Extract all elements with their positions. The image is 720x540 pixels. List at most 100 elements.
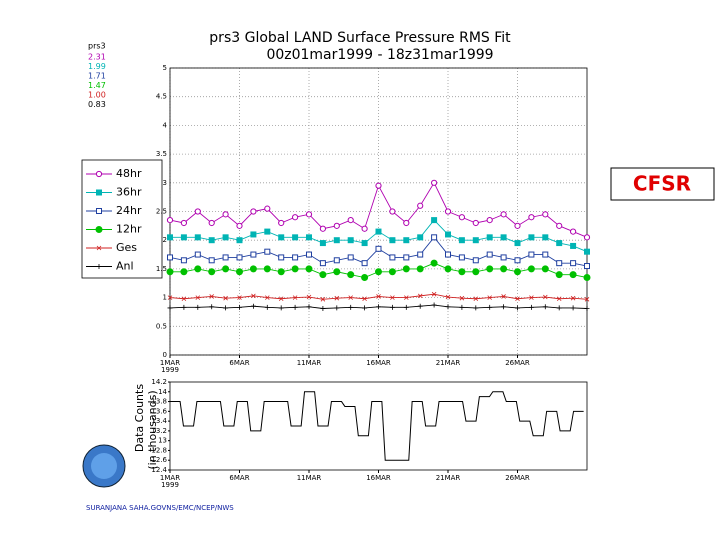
data-point <box>208 237 215 244</box>
y-tick-label: 0.5 <box>156 322 167 330</box>
data-point <box>389 237 396 244</box>
data-point <box>194 234 201 241</box>
data-point <box>278 234 285 241</box>
data-point <box>501 294 506 299</box>
stats-value: 0.83 <box>88 100 106 109</box>
data-point <box>292 234 299 241</box>
data-point <box>180 257 187 264</box>
data-point <box>264 205 271 212</box>
x-tick-label: 26MAR <box>505 474 530 482</box>
data-point <box>195 295 201 300</box>
data-point <box>472 219 479 227</box>
data-point <box>334 305 340 311</box>
y-tick-label: 14 <box>158 388 167 396</box>
data-point <box>333 268 341 276</box>
y-tick-label: 2.5 <box>156 208 167 216</box>
data-point <box>402 265 410 273</box>
data-point <box>333 222 340 229</box>
legend-label: 48hr <box>116 167 142 180</box>
stats-title: prs3 <box>88 42 106 51</box>
data-point <box>347 217 354 224</box>
data-point <box>375 245 382 252</box>
y-tick-label: 12.8 <box>151 446 167 454</box>
data-point <box>278 219 285 227</box>
x-tick-label: 21MAR <box>436 359 461 367</box>
data-point <box>583 234 591 241</box>
data-point <box>528 234 535 241</box>
y-tick-label: 3 <box>163 179 167 187</box>
data-point <box>527 265 535 273</box>
data-point <box>445 251 451 258</box>
data-point <box>556 305 562 311</box>
data-point <box>500 234 507 241</box>
data-point <box>250 251 257 258</box>
data-point <box>320 297 326 302</box>
data-point <box>431 291 437 297</box>
data-point <box>362 296 367 302</box>
data-point <box>250 231 257 238</box>
data-point <box>167 234 173 241</box>
data-point <box>194 265 202 273</box>
legend-label: 24hr <box>116 204 142 217</box>
data-point <box>584 306 590 312</box>
data-point <box>348 304 354 310</box>
stats-value: 1.71 <box>88 72 106 81</box>
data-point <box>223 305 229 311</box>
data-point <box>403 237 410 244</box>
data-point <box>180 268 188 276</box>
data-point <box>264 228 271 235</box>
y-tick-label: 1 <box>163 294 167 302</box>
data-point <box>292 214 299 221</box>
data-point <box>417 303 423 309</box>
data-point <box>417 293 423 299</box>
badge-box <box>610 167 715 201</box>
legend-label: Anl <box>116 260 134 273</box>
data-point <box>388 268 396 276</box>
data-point <box>458 254 465 261</box>
data-point <box>431 179 438 186</box>
x-tick-label: 6MAR <box>229 474 249 482</box>
data-point <box>583 274 591 282</box>
data-point <box>570 295 576 301</box>
data-point <box>223 295 228 301</box>
data-point <box>237 304 242 310</box>
data-point <box>570 242 577 249</box>
data-point <box>542 304 548 310</box>
data-point <box>208 257 215 264</box>
data-point <box>528 251 535 258</box>
data-point <box>251 293 256 299</box>
data-point <box>445 231 451 238</box>
legend-box <box>81 159 163 279</box>
y-tick-label: 1.5 <box>156 265 167 273</box>
data-point <box>278 254 285 261</box>
data-point <box>167 295 173 300</box>
y-tick-label: 13.8 <box>151 398 167 406</box>
data-point <box>305 211 313 218</box>
y-tick-label: 14.2 <box>151 378 167 386</box>
data-point <box>305 265 313 273</box>
data-point <box>222 211 229 218</box>
data-point <box>431 217 438 224</box>
data-point <box>306 234 312 241</box>
data-point <box>375 182 382 189</box>
data-point <box>264 304 270 310</box>
legend-marker <box>96 208 102 214</box>
data-point <box>514 240 521 247</box>
stats-value: 1.99 <box>88 62 106 71</box>
data-point <box>319 260 326 267</box>
data-point <box>167 305 173 311</box>
data-point <box>542 251 549 258</box>
legend-label: 12hr <box>116 223 142 236</box>
x-tick-label: 1MAR <box>160 359 180 367</box>
data-point <box>333 237 340 244</box>
data-point <box>542 211 549 218</box>
data-point <box>277 268 285 276</box>
data-point <box>319 271 327 279</box>
data-point <box>445 304 451 310</box>
data-point <box>416 265 424 273</box>
legend-label: Ges <box>116 241 137 254</box>
data-point <box>542 234 549 241</box>
data-point <box>167 254 173 261</box>
data-point <box>515 305 520 311</box>
logo <box>82 444 126 488</box>
